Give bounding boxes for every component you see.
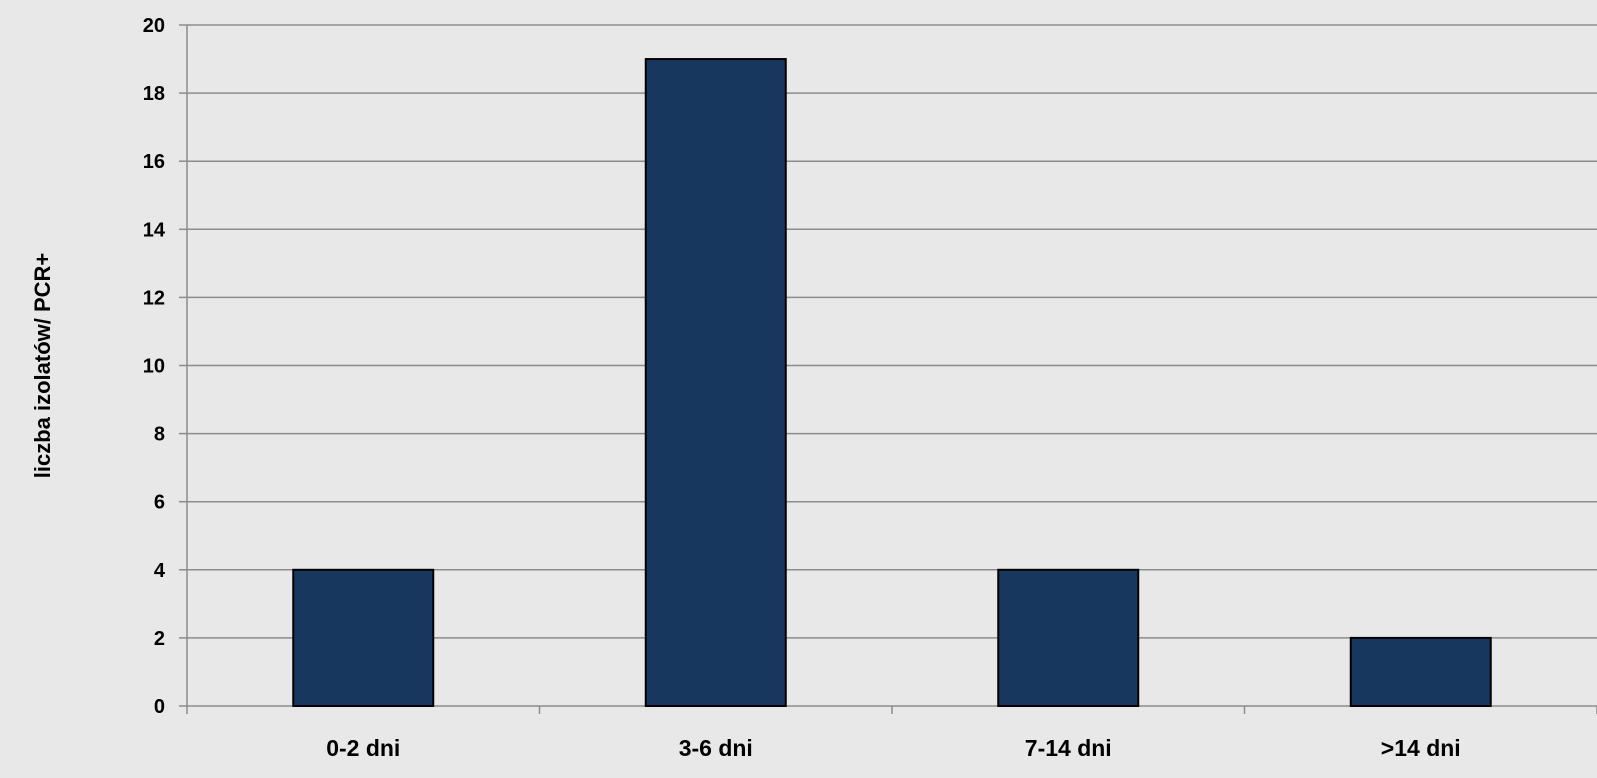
y-tick-label: 10 xyxy=(143,356,165,378)
y-tick-label: 14 xyxy=(143,219,166,241)
bars xyxy=(292,58,1492,708)
y-tick-label: 18 xyxy=(143,83,165,105)
bar xyxy=(292,568,435,707)
y-tick-label: 8 xyxy=(154,424,165,446)
y-tick-label: 16 xyxy=(143,151,165,173)
y-tick-label: 2 xyxy=(154,628,165,650)
x-tick-label: 3-6 dni xyxy=(679,735,753,761)
y-tick-label: 6 xyxy=(154,492,165,514)
y-axis-label: liczba izolatów/ PCR+ xyxy=(30,253,55,479)
tick-labels: 0 2 4 6 8 10 12 14 16 18 20 0-2 dni 3-6 dni 7-14 dni >… xyxy=(143,15,1461,761)
y-tick-label: 0 xyxy=(154,696,165,718)
gridlines xyxy=(187,24,1597,639)
x-tick-label: 0-2 dni xyxy=(326,735,400,761)
y-tick-label: 20 xyxy=(143,15,165,37)
bar xyxy=(644,58,787,708)
y-tick-label: 4 xyxy=(154,560,166,582)
x-tick-label: 7-14 dni xyxy=(1025,735,1112,761)
x-tick-label: >14 dni xyxy=(1381,735,1461,761)
y-tick-label: 12 xyxy=(143,287,165,309)
bar xyxy=(1349,636,1492,708)
bar xyxy=(997,568,1140,707)
